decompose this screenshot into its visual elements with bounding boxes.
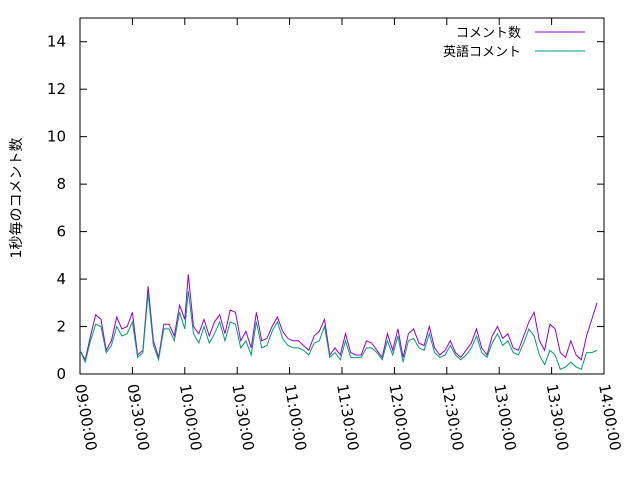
series-line-2 [79,290,598,370]
series-layer [79,274,598,370]
plot-frame [79,17,605,375]
y-tick-label: 10 [47,128,66,146]
y-tick-label: 14 [47,33,66,51]
y-tick-label: 4 [56,270,66,288]
x-tick-label: 13:30:00 [543,383,572,452]
legend-label: コメント数 [456,26,521,41]
x-tick-label: 10:30:00 [228,383,257,452]
y-axis: 0 2 4 6 8 10 12 14 [47,33,604,383]
legend-label: 英語コメント [443,44,521,60]
y-tick-label: 2 [56,318,66,336]
x-tick-label: 12:00:00 [385,383,414,452]
y-tick-label: 0 [56,365,66,383]
x-axis: 09:00:00 09:30:00 10:00:00 10:30:00 11:00:00… [71,18,624,452]
x-tick-label: 11:00:00 [281,383,310,452]
x-tick-label: 12:30:00 [438,383,467,452]
x-tick-label: 09:30:00 [123,383,152,452]
y-tick-label: 12 [47,80,66,98]
x-tick-label: 14:00:00 [595,383,624,452]
plot-border [79,17,605,375]
x-tick-label: 09:00:00 [71,383,100,452]
y-tick-label: 8 [56,175,66,193]
x-tick-label: 11:30:00 [333,383,362,452]
x-tick-label: 10:00:00 [176,383,205,452]
y-tick-label: 6 [56,223,66,241]
y-axis-label: 1秒毎のコメント数 [9,138,25,259]
x-tick-label: 13:00:00 [490,383,519,452]
series-line-1 [79,274,598,362]
